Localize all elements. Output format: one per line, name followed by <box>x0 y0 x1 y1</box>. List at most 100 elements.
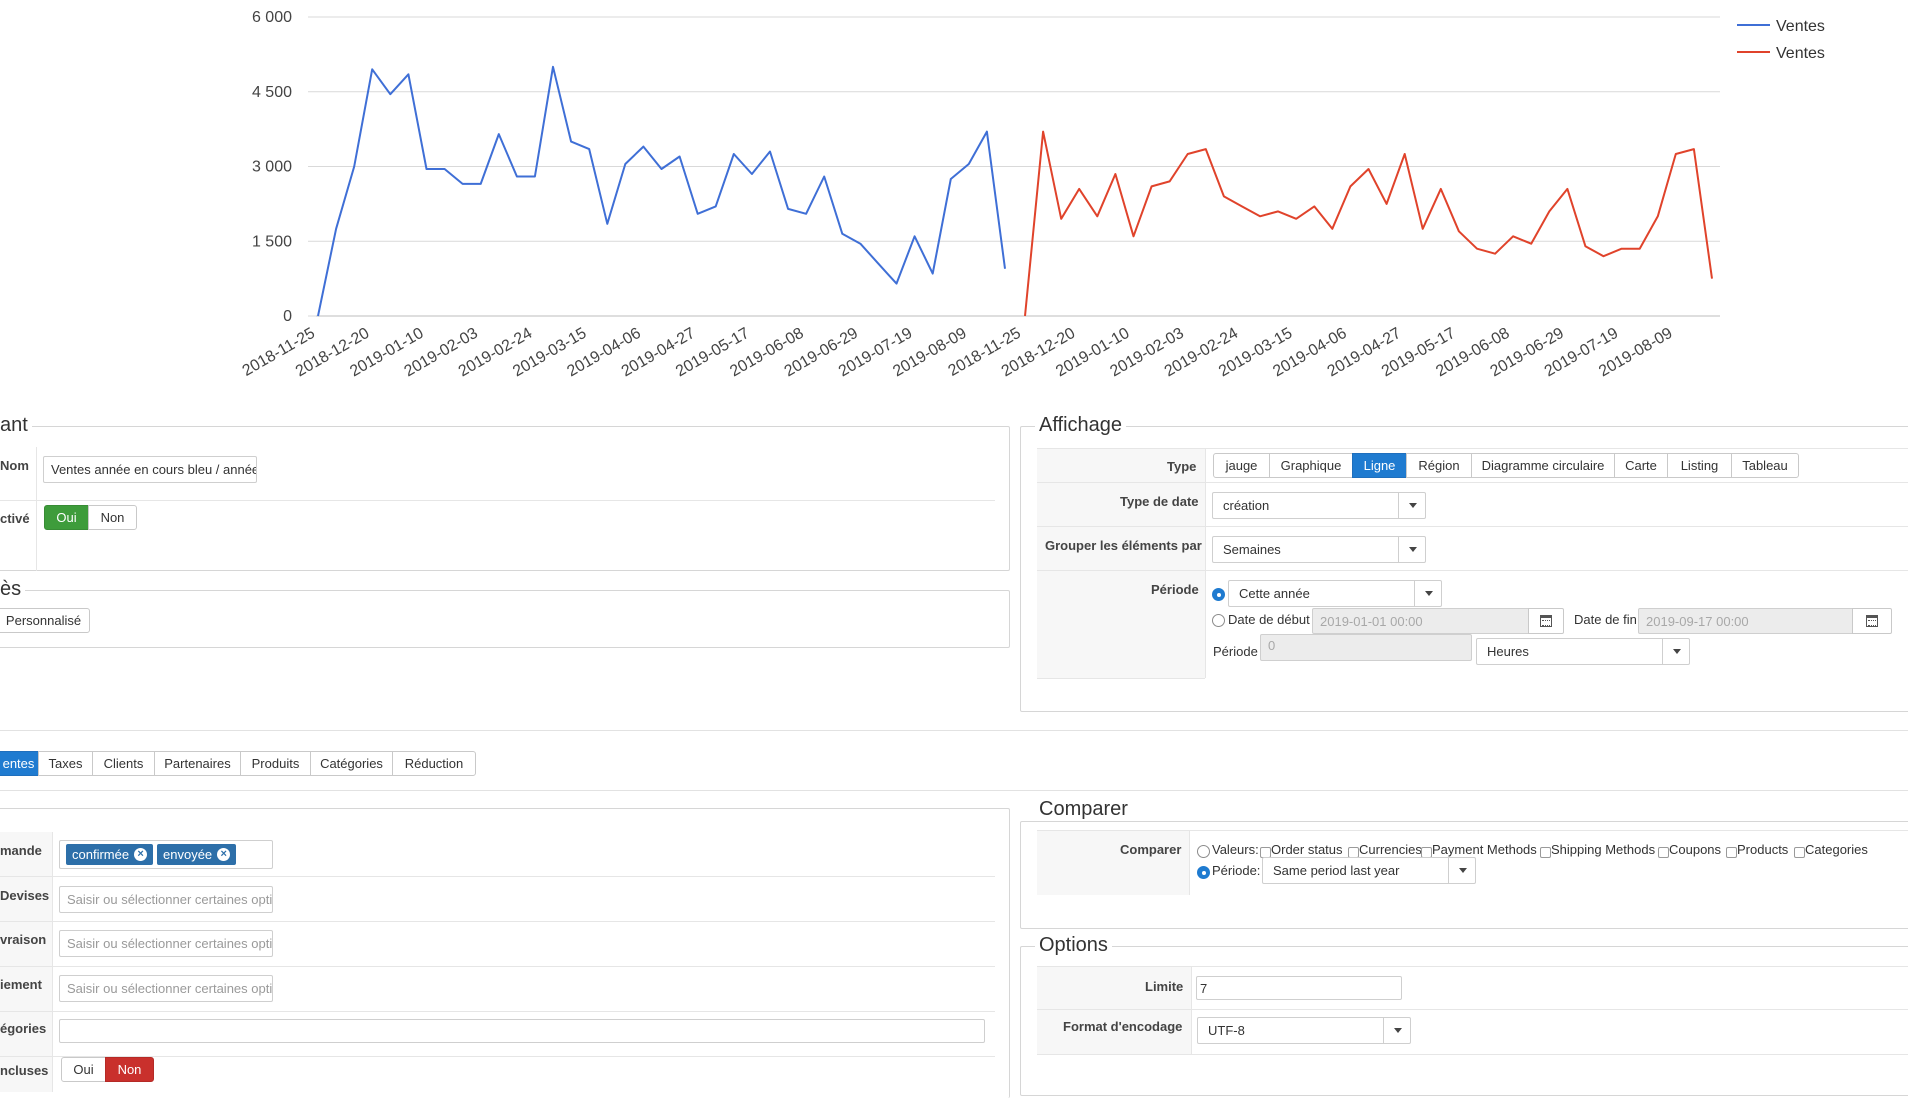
chevron-down-icon <box>1398 493 1425 518</box>
periode-custom-radio[interactable] <box>1212 614 1225 627</box>
compare-option-label: Order status <box>1271 842 1343 857</box>
type-button-diagramme-circulaire[interactable]: Diagramme circulaire <box>1471 453 1615 478</box>
options-legend: Options <box>1035 934 1112 956</box>
tag-confirmee-label: confirmée <box>72 847 130 862</box>
compare-checkbox-coupons[interactable] <box>1658 847 1669 858</box>
encodage-select[interactable]: UTF-8 <box>1197 1017 1411 1044</box>
date-fin-label: Date de fin <box>1574 612 1637 627</box>
compare-option-label: Shipping Methods <box>1551 842 1656 857</box>
type-button-listing[interactable]: Listing <box>1667 453 1732 478</box>
chart-series <box>317 65 1713 317</box>
periode2-label: Période <box>1213 644 1258 659</box>
chart-gridlines <box>308 16 1720 317</box>
limite-input[interactable]: 7 <box>1196 976 1402 1000</box>
encodage-label: Format d'encodage <box>1063 1019 1183 1034</box>
y-tick-label: 6 000 <box>252 9 292 26</box>
remove-tag-icon[interactable]: × <box>134 848 148 861</box>
type-button-graphique[interactable]: Graphique <box>1269 453 1353 478</box>
remove-tag-icon[interactable]: × <box>217 848 231 861</box>
tab-clients[interactable]: Clients <box>92 751 155 776</box>
active-non-button[interactable]: Non <box>88 505 137 530</box>
type-button-tableau[interactable]: Tableau <box>1731 453 1799 478</box>
date-fin-calendar-button[interactable] <box>1852 608 1892 634</box>
compare-option-label: Categories <box>1805 842 1868 857</box>
tab-partenaires[interactable]: Partenaires <box>154 751 241 776</box>
comparer-fieldset <box>1020 821 1908 929</box>
date-debut-input[interactable]: 2019-01-01 00:00 <box>1312 608 1538 634</box>
paiement-input[interactable]: Saisir ou sélectionner certaines options <box>59 975 273 1002</box>
chevron-down-icon <box>1383 1018 1410 1043</box>
calendar-icon <box>1540 615 1552 627</box>
compare-option-label: Coupons <box>1669 842 1722 857</box>
active-oui-button[interactable]: Oui <box>44 505 89 530</box>
incluses-oui-button[interactable]: Oui <box>61 1057 106 1082</box>
chevron-down-icon <box>1414 581 1441 606</box>
y-tick-label: 3 000 <box>252 159 292 176</box>
categories-input[interactable] <box>59 1019 985 1043</box>
type-button-jauge[interactable]: jauge <box>1213 453 1270 478</box>
type-button-carte[interactable]: Carte <box>1614 453 1668 478</box>
calendar-icon <box>1866 615 1878 627</box>
tab-taxes[interactable]: Taxes <box>38 751 93 776</box>
tag-envoyee[interactable]: envoyée × <box>157 844 237 865</box>
type-date-label: Type de date <box>1120 494 1199 509</box>
grouper-label: Grouper les éléments par <box>1045 538 1202 553</box>
livraison-input[interactable]: Saisir ou sélectionner certaines options <box>59 930 273 957</box>
legend-label: Ventes <box>1776 45 1825 62</box>
y-tick-label: 4 500 <box>252 84 292 101</box>
legend-label: Ventes <box>1776 18 1825 35</box>
date-fin-input[interactable]: 2019-09-17 00:00 <box>1638 608 1858 634</box>
chart-x-axis: 2018-11-252018-12-202019-01-102019-02-03… <box>240 325 1676 381</box>
compare-checkbox-shipping-methods[interactable] <box>1540 847 1551 858</box>
type-button-r-gion[interactable]: Région <box>1406 453 1472 478</box>
comparer-periode-select[interactable]: Same period last year <box>1262 857 1476 884</box>
active-label: ctivé <box>0 511 30 526</box>
paiement-label: iement <box>0 977 42 992</box>
periode2-input[interactable]: 0 <box>1260 634 1472 661</box>
compare-checkbox-products[interactable] <box>1726 847 1737 858</box>
compare-option-label: Currencies <box>1359 842 1422 857</box>
nom-input[interactable]: Ventes année en cours bleu / année <box>43 456 257 483</box>
access-fieldset <box>0 590 1010 648</box>
valeurs-label: Valeurs: <box>1212 842 1259 857</box>
devises-input[interactable]: Saisir ou sélectionner certaines options <box>59 886 273 913</box>
tag-envoyee-label: envoyée <box>163 847 213 862</box>
tab-produits[interactable]: Produits <box>240 751 311 776</box>
tab-entes[interactable]: entes <box>0 751 39 776</box>
tab-cat-gories[interactable]: Catégories <box>310 751 393 776</box>
date-debut-calendar-button[interactable] <box>1528 608 1564 634</box>
comparer-periode-radio[interactable] <box>1197 866 1210 879</box>
type-button-ligne[interactable]: Ligne <box>1352 453 1407 478</box>
tab-r-duction[interactable]: Réduction <box>392 751 476 776</box>
commande-label: mande <box>0 843 42 858</box>
comparer-label: Comparer <box>1120 842 1182 857</box>
compare-checkbox-categories[interactable] <box>1794 847 1805 858</box>
periode-preset-radio[interactable] <box>1212 588 1225 601</box>
chevron-down-icon <box>1398 537 1425 562</box>
access-legend: ès <box>0 578 26 600</box>
categories-label: égories <box>0 1021 47 1036</box>
chart-y-axis: 0 1 500 3 000 4 500 6 000 <box>252 9 292 325</box>
compare-option-label: Payment Methods <box>1432 842 1537 857</box>
livraison-label: vraison <box>0 932 47 947</box>
incluses-non-button[interactable]: Non <box>105 1057 154 1082</box>
chevron-down-icon <box>1448 858 1475 883</box>
incluses-label: ncluses <box>0 1063 49 1078</box>
heures-select[interactable]: Heures <box>1476 638 1690 665</box>
sales-line-chart: 0 1 500 3 000 4 500 6 000 2018-11-252018-12-… <box>240 9 1825 381</box>
valeurs-radio[interactable] <box>1197 845 1210 858</box>
affichage-fieldset <box>1020 426 1908 712</box>
periode-label: Période <box>1151 582 1199 597</box>
limite-label: Limite <box>1145 979 1184 994</box>
series-line-2 <box>1024 130 1713 317</box>
personnalise-button[interactable]: Personnalisé <box>0 608 90 633</box>
periode-select[interactable]: Cette année <box>1228 580 1442 607</box>
tag-confirmee[interactable]: confirmée × <box>66 844 154 865</box>
devises-label: Devises <box>0 888 50 903</box>
general-legend: ant <box>0 414 32 436</box>
grouper-select[interactable]: Semaines <box>1212 536 1426 563</box>
type-date-select[interactable]: création <box>1212 492 1426 519</box>
affichage-legend: Affichage <box>1035 414 1127 436</box>
general-fieldset <box>0 426 1010 571</box>
y-tick-label: 1 500 <box>252 233 292 250</box>
